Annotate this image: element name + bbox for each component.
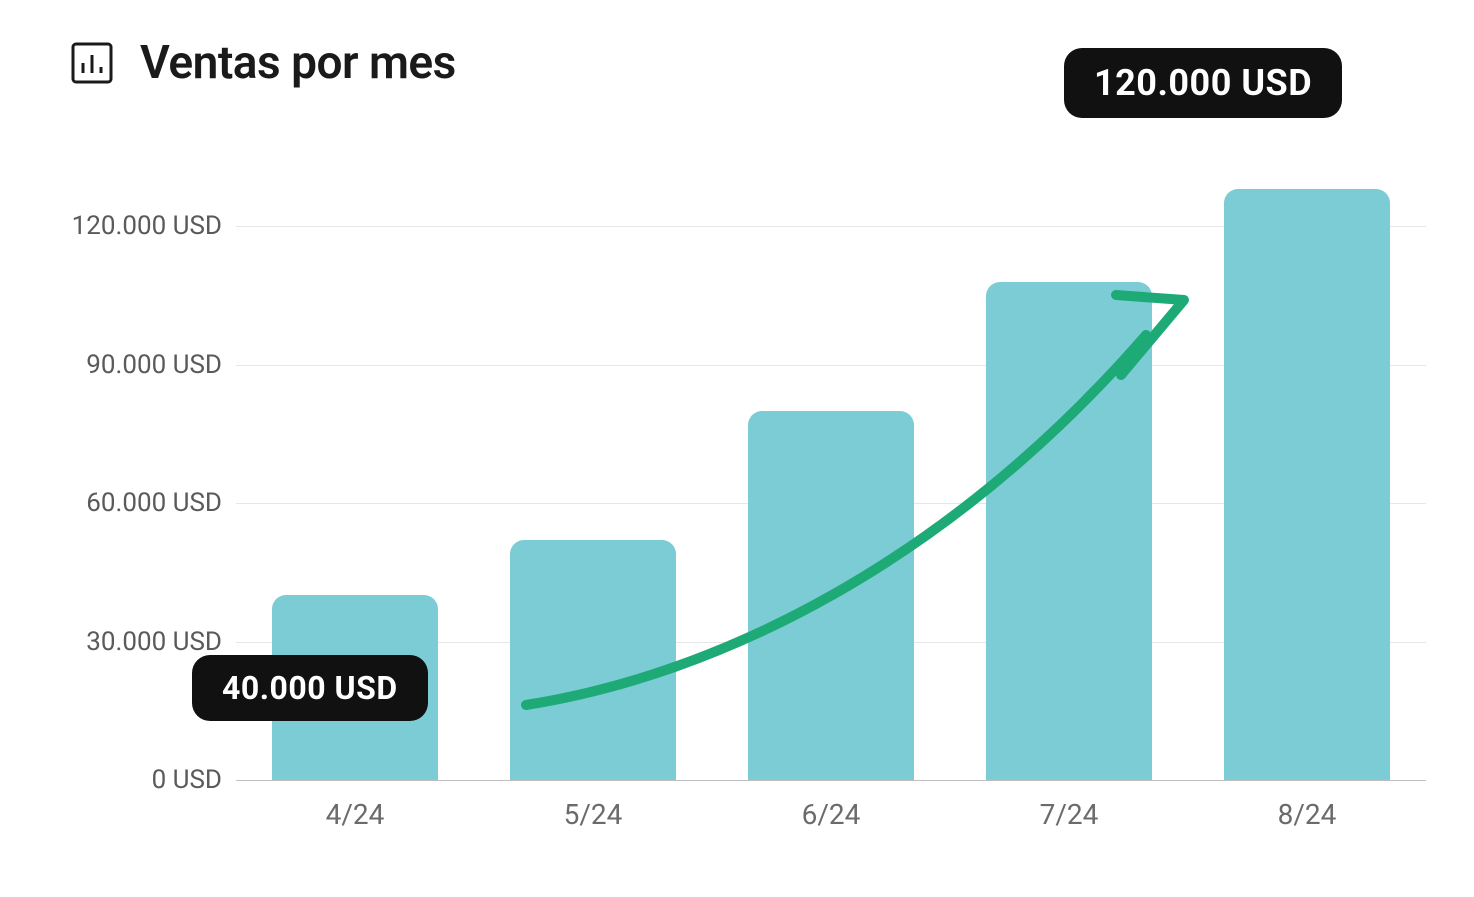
callout-end-value: 120.000 USD (1064, 48, 1342, 118)
chart-title: Ventas por mes (140, 36, 456, 90)
sales-chart: Ventas por mes 0 USD 30.000 USD 60.000 USD… (0, 0, 1474, 897)
bar (748, 411, 915, 780)
y-axis-label: 0 USD (152, 765, 222, 795)
y-axis-label: 120.000 USD (72, 211, 222, 241)
bar-chart-icon (68, 39, 116, 87)
x-axis-label: 7/24 (1040, 798, 1099, 831)
bar (1224, 189, 1391, 780)
chart-header: Ventas por mes (68, 36, 456, 90)
x-axis-label: 4/24 (326, 798, 385, 831)
baseline (236, 780, 1426, 781)
x-axis-label: 8/24 (1278, 798, 1337, 831)
callout-start-value: 40.000 USD (192, 655, 428, 721)
y-axis-label: 30.000 USD (86, 627, 222, 657)
bar (510, 540, 677, 780)
x-axis-label: 5/24 (564, 798, 623, 831)
y-axis-label: 60.000 USD (86, 488, 222, 518)
x-axis-label: 6/24 (802, 798, 861, 831)
bar (986, 282, 1153, 780)
y-axis-label: 90.000 USD (86, 350, 222, 380)
